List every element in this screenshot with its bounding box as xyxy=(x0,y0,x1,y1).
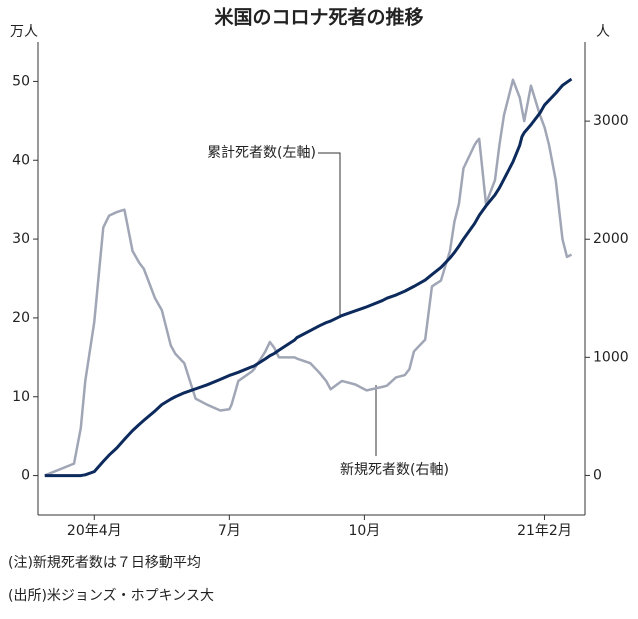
series-label: 新規死者数(右軸) xyxy=(340,462,449,478)
y2-tick-label: 1000 xyxy=(593,349,629,365)
y-tick-label: 40 xyxy=(12,152,30,168)
y2-tick-label: 2000 xyxy=(593,231,629,247)
leader-line xyxy=(318,152,341,318)
y-tick-label: 20 xyxy=(12,310,30,326)
y-tick-label: 10 xyxy=(12,389,30,405)
y-tick-label: 30 xyxy=(12,231,30,247)
chart-title: 米国のコロナ死者の推移 xyxy=(214,6,423,29)
y2-tick-label: 3000 xyxy=(593,113,629,129)
x-tick-label: 20年4月 xyxy=(67,523,122,539)
x-tick-label: 10月 xyxy=(348,523,380,539)
series-line xyxy=(44,77,573,478)
note: (注)新規死者数は７日移動平均 xyxy=(8,555,201,571)
y2-unit: 人 xyxy=(596,24,610,40)
y2-tick-label: 0 xyxy=(593,467,602,483)
series-label: 累計死者数(左軸) xyxy=(207,145,316,161)
y-tick-label: 0 xyxy=(21,468,30,484)
x-tick-label: 21年2月 xyxy=(517,523,572,539)
y-tick-label: 50 xyxy=(12,73,30,89)
y-unit: 万人 xyxy=(10,24,38,40)
x-tick-label: 7月 xyxy=(218,523,241,539)
note: (出所)米ジョンズ・ホプキンス大 xyxy=(8,588,214,604)
series-line xyxy=(44,78,573,477)
